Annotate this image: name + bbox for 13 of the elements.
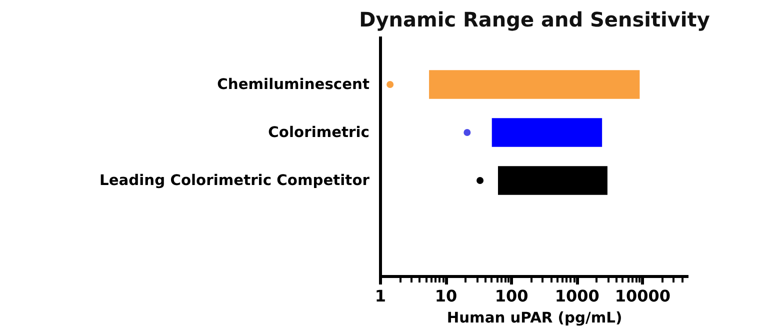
x-tick-label: 100 (494, 286, 528, 306)
x-tick-label: 1 (374, 286, 386, 306)
bar (492, 118, 602, 147)
bar (429, 70, 640, 99)
x-tick-label: 10 (434, 286, 458, 306)
y-tick-label: Chemiluminescent (217, 76, 370, 93)
x-tick-label: 10000 (614, 286, 671, 306)
y-tick-label: Colorimetric (268, 124, 370, 141)
y-tick-label: Leading Colorimetric Competitor (99, 172, 370, 189)
x-tick-label: 1000 (554, 286, 600, 306)
x-axis-title: Human uPAR (pg/mL) (446, 310, 622, 326)
bar (498, 166, 608, 195)
chart-title: Dynamic Range and Sensitivity (359, 8, 710, 32)
